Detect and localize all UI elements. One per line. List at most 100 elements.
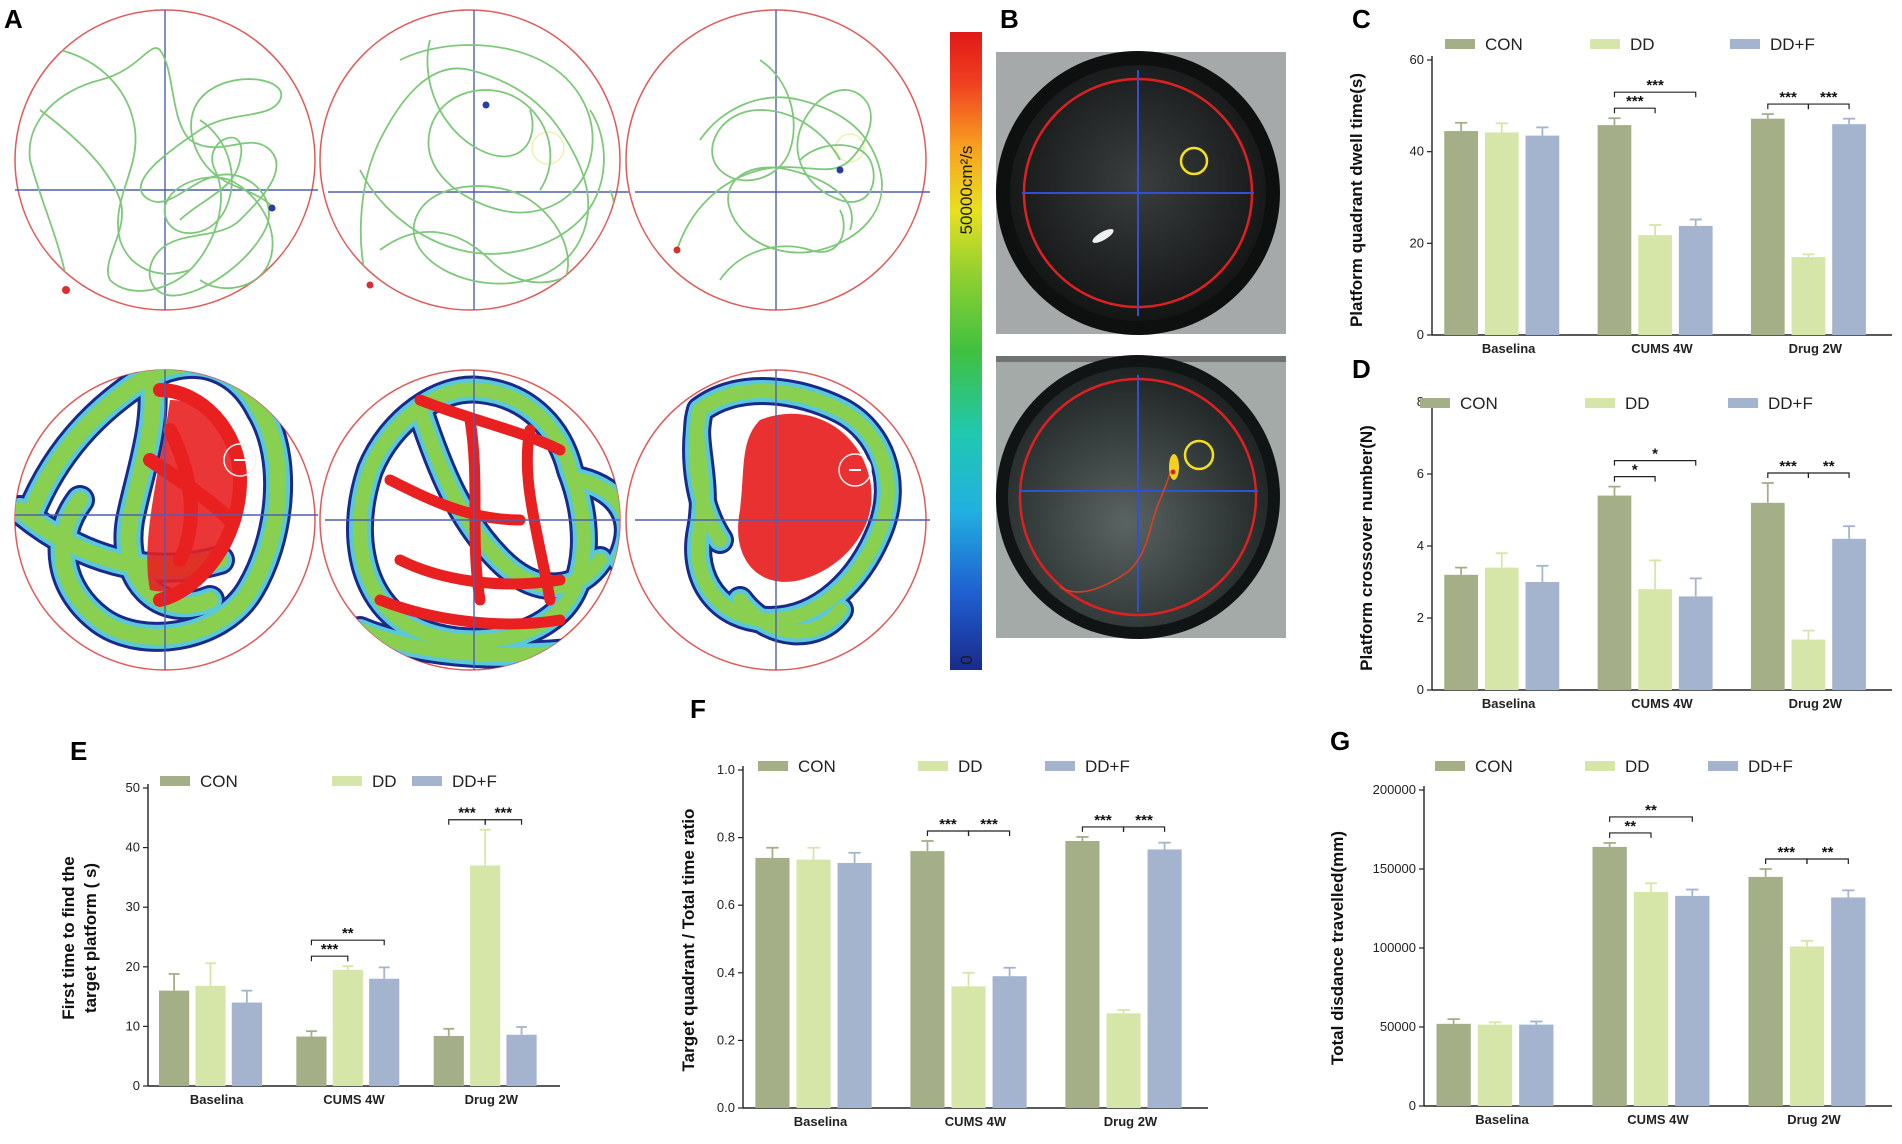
- bar: [1791, 639, 1826, 690]
- bar: [1065, 840, 1100, 1108]
- bar: [158, 990, 190, 1086]
- bar: [1750, 118, 1785, 336]
- y-tick-label: 20: [126, 959, 140, 974]
- y-tick-label: 150000: [1373, 861, 1416, 876]
- y-tick-label: 6: [1417, 466, 1424, 481]
- heatmap-con: [14, 369, 318, 671]
- bar: [296, 1036, 327, 1086]
- panel-label-f: F: [690, 694, 706, 724]
- bar: [470, 865, 501, 1086]
- bar: [1592, 846, 1627, 1106]
- significance-label: ***: [1820, 89, 1838, 106]
- y-tick-label: 0: [1417, 682, 1424, 697]
- bar: [1832, 538, 1866, 690]
- bar: [1597, 125, 1632, 335]
- chart-c: 0 20 40 60 Platform quadrant dwell time(s) Ba…: [1347, 35, 1892, 356]
- legend-swatch: [1585, 761, 1615, 771]
- significance-label: ***: [1626, 93, 1644, 110]
- significance-bracket: [1806, 858, 1849, 864]
- x-category-label: CUMS 4W: [1631, 341, 1693, 356]
- bar: [369, 978, 400, 1086]
- track-plot-ddf: [625, 9, 930, 311]
- legend-label: DD: [1625, 394, 1650, 413]
- x-category-label: Drug 2W: [1787, 1112, 1841, 1127]
- significance-label: ***: [1646, 77, 1664, 94]
- x-category-label: CUMS 4W: [1631, 696, 1693, 711]
- bar: [796, 859, 831, 1108]
- significance-label: ***: [980, 816, 998, 833]
- bar: [992, 976, 1027, 1108]
- bar: [1750, 502, 1785, 690]
- y-tick-label: 50: [126, 780, 140, 795]
- bar: [837, 862, 872, 1108]
- chart-f: 0.0 0.2 0.4 0.6 0.8 1.0 Target quadrant / Tota…: [679, 757, 1208, 1129]
- significance-label: ***: [939, 816, 957, 833]
- y-axis-title: Total disdance travelled(mm): [1328, 831, 1347, 1065]
- y-tick-label: 0.0: [717, 1100, 735, 1115]
- bar: [1832, 124, 1866, 336]
- chart-d: 02468Platform crossover number(N)Baselin…: [1357, 394, 1892, 711]
- significance-bracket: [1807, 472, 1850, 478]
- legend-swatch: [1590, 39, 1620, 49]
- y-tick-label: 200000: [1373, 782, 1416, 797]
- x-category-label: Baselina: [190, 1092, 244, 1107]
- significance-bracket: [1613, 91, 1697, 98]
- bar: [1106, 1013, 1141, 1108]
- chart-e: 0 10 20 30 40 50 First time to find the target …: [59, 772, 560, 1107]
- y-tick-label: 50000: [1380, 1019, 1416, 1034]
- legend-label: DD: [372, 772, 397, 791]
- y-tick-label: 10: [126, 1018, 140, 1033]
- bar: [231, 1002, 262, 1086]
- bar: [1675, 895, 1710, 1106]
- significance-bracket: [1122, 826, 1166, 832]
- legend-label: CON: [200, 772, 238, 791]
- y-tick-label: 60: [1410, 52, 1424, 67]
- y-tick-label: 1.0: [717, 762, 735, 777]
- legend-swatch: [1420, 398, 1450, 408]
- bar: [1519, 1024, 1554, 1106]
- x-category-label: Baselina: [1475, 1112, 1529, 1127]
- panel-label-c: C: [1352, 4, 1371, 34]
- x-category-label: Baselina: [794, 1114, 848, 1129]
- y-tick-label: 0.6: [717, 897, 735, 912]
- legend-swatch: [160, 776, 190, 786]
- significance-bracket: [484, 819, 523, 825]
- significance-bracket: [1613, 476, 1656, 482]
- legend-label: CON: [798, 757, 836, 776]
- significance-label: ***: [1094, 812, 1112, 829]
- significance-label: ***: [1778, 844, 1796, 861]
- y-tick-label: 0: [1417, 327, 1424, 342]
- significance-label: ***: [458, 805, 476, 822]
- legend-swatch: [918, 761, 948, 771]
- x-category-label: CUMS 4W: [945, 1114, 1007, 1129]
- significance-label: **: [342, 925, 354, 942]
- y-tick-label: 0.8: [717, 830, 735, 845]
- significance-bracket: [1807, 103, 1850, 110]
- chart-g: 0 50000 100000 150000 200000 Total disdance t…: [1328, 757, 1892, 1127]
- pool-photo-top: [996, 51, 1286, 335]
- legend-swatch: [412, 776, 442, 786]
- y-tick-label: 0: [1409, 1098, 1416, 1113]
- legend-label: CON: [1460, 394, 1498, 413]
- colorbar-max-label: 50000cm²/s: [957, 146, 976, 235]
- bar: [1748, 876, 1783, 1106]
- heatmap-dd: [319, 369, 621, 671]
- bar: [951, 986, 986, 1108]
- legend-swatch: [1435, 761, 1465, 771]
- bar: [1444, 131, 1478, 335]
- significance-label: ***: [1779, 458, 1797, 475]
- bar: [1477, 1024, 1513, 1106]
- legend-swatch: [1730, 39, 1760, 49]
- panel-label-g: G: [1330, 726, 1350, 756]
- legend-label: CON: [1485, 35, 1523, 54]
- bar: [1525, 135, 1560, 335]
- significance-bracket: [1609, 816, 1693, 822]
- bar: [195, 985, 226, 1086]
- bar: [1638, 589, 1672, 690]
- legend-label: DD+F: [452, 772, 497, 791]
- x-category-label: Drug 2W: [1789, 341, 1843, 356]
- bar: [506, 1034, 537, 1086]
- bar: [1678, 596, 1713, 690]
- y-tick-label: 0: [133, 1078, 140, 1093]
- panel-label-d: D: [1352, 354, 1371, 384]
